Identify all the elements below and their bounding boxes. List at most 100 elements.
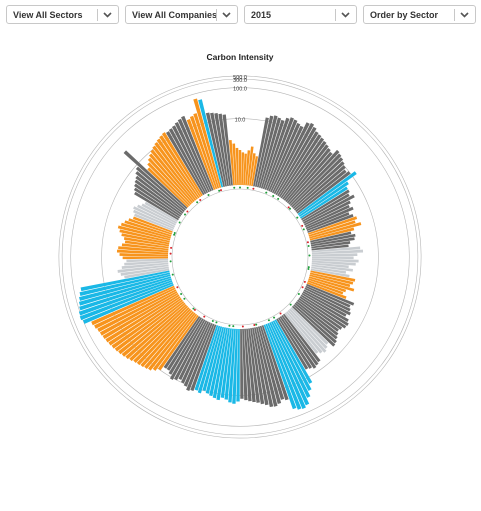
bar-gray bbox=[268, 123, 301, 192]
bar-gray bbox=[304, 204, 350, 228]
status-dot bbox=[297, 292, 300, 295]
status-dot bbox=[215, 321, 218, 324]
company-dropdown[interactable]: View All Companies bbox=[125, 5, 238, 24]
status-dot bbox=[296, 216, 299, 219]
bar-gray bbox=[310, 233, 356, 245]
bar-gray bbox=[285, 148, 331, 203]
status-dot bbox=[170, 246, 173, 249]
bar-orange bbox=[102, 292, 179, 340]
bar-orange bbox=[249, 153, 256, 186]
chevron-down-icon[interactable] bbox=[102, 10, 113, 20]
chevron-down-icon[interactable] bbox=[340, 10, 351, 20]
bar-gray bbox=[277, 131, 319, 197]
bar-gray bbox=[306, 212, 350, 232]
bar-orange bbox=[129, 305, 189, 362]
order-dropdown-divider bbox=[454, 9, 455, 21]
bar-gray bbox=[171, 125, 209, 194]
bar-gray bbox=[257, 326, 282, 404]
bar-gray bbox=[222, 114, 233, 186]
bar-orange bbox=[105, 294, 180, 343]
bar-orange bbox=[245, 150, 251, 186]
bar-light bbox=[311, 258, 359, 263]
bar-light bbox=[311, 253, 358, 257]
sector-dropdown[interactable]: View All Sectors bbox=[6, 5, 119, 24]
bar-gray bbox=[178, 321, 209, 381]
bar-gray bbox=[255, 326, 278, 407]
dot-group bbox=[169, 186, 311, 328]
bar-orange bbox=[310, 270, 356, 282]
filter-toolbar: View All Sectors View All Companies 2015… bbox=[0, 0, 481, 30]
bar-gray bbox=[169, 319, 206, 381]
chevron-down-icon[interactable] bbox=[221, 10, 232, 20]
bar-gray bbox=[266, 119, 298, 191]
bar-gray bbox=[260, 119, 285, 189]
bar-cyan bbox=[298, 181, 349, 217]
bar-orange bbox=[307, 280, 344, 295]
bar-gray bbox=[174, 121, 210, 193]
bar-cyan bbox=[79, 274, 171, 301]
bar-orange bbox=[152, 145, 197, 201]
bar-gray bbox=[205, 112, 226, 187]
bar-orange bbox=[133, 307, 190, 363]
grid-ring bbox=[58, 75, 422, 439]
grid-ring bbox=[61, 78, 419, 436]
year-dropdown-divider bbox=[335, 9, 336, 21]
chevron-down-icon[interactable] bbox=[459, 10, 470, 20]
bar-light bbox=[290, 307, 329, 345]
bar-cyan bbox=[267, 322, 306, 409]
bar-orange bbox=[161, 132, 203, 197]
bar-cyan bbox=[263, 324, 297, 410]
bar-light bbox=[134, 213, 174, 232]
bar-cyan bbox=[270, 321, 311, 398]
bar-cyan bbox=[297, 171, 357, 216]
bar-gray bbox=[291, 305, 336, 347]
order-dropdown[interactable]: Order by Sector bbox=[363, 5, 476, 24]
bar-gray bbox=[305, 285, 351, 308]
bar-gray bbox=[295, 301, 339, 336]
bar-light bbox=[286, 311, 323, 354]
bar-orange bbox=[97, 289, 177, 333]
bar-orange bbox=[125, 304, 187, 360]
bar-cyan bbox=[209, 327, 226, 397]
bar-gray bbox=[254, 327, 274, 408]
bar-gray bbox=[301, 189, 350, 221]
status-dot bbox=[273, 316, 276, 319]
ring-label: 500.0 bbox=[233, 75, 247, 81]
bar-cyan bbox=[212, 327, 228, 399]
bar-gray bbox=[174, 320, 208, 381]
bar-orange bbox=[156, 138, 200, 199]
bar-cyan bbox=[78, 280, 173, 316]
bar-light bbox=[124, 268, 170, 279]
bar-gray bbox=[304, 200, 351, 226]
bar-orange bbox=[148, 153, 194, 204]
bar-orange bbox=[117, 225, 171, 241]
bar-orange bbox=[119, 253, 169, 257]
bar-orange bbox=[111, 297, 182, 349]
bar-cyan bbox=[228, 328, 236, 403]
bar-gray bbox=[286, 151, 333, 204]
status-dot bbox=[193, 308, 196, 311]
bar-gray bbox=[310, 231, 352, 243]
bar-light bbox=[133, 209, 175, 230]
bar-light bbox=[311, 266, 347, 274]
status-dot bbox=[279, 312, 282, 315]
bar-orange bbox=[128, 218, 173, 235]
bar-gray bbox=[302, 291, 347, 317]
status-dot bbox=[302, 228, 305, 231]
bar-orange bbox=[136, 308, 191, 366]
status-dot bbox=[180, 292, 183, 295]
status-dot bbox=[246, 186, 249, 189]
bar-orange bbox=[186, 119, 216, 190]
bar-orange bbox=[243, 153, 247, 186]
bar-gray bbox=[186, 323, 215, 391]
status-dot bbox=[239, 186, 242, 189]
status-dot bbox=[252, 187, 255, 190]
bar-gray bbox=[244, 328, 252, 402]
bar-gray bbox=[262, 117, 290, 190]
bar-gray bbox=[311, 244, 349, 251]
year-dropdown[interactable]: 2015 bbox=[244, 5, 357, 24]
bar-gray bbox=[292, 161, 345, 210]
status-dot bbox=[301, 224, 304, 227]
bar-gray bbox=[289, 153, 342, 207]
status-dot bbox=[171, 273, 174, 276]
